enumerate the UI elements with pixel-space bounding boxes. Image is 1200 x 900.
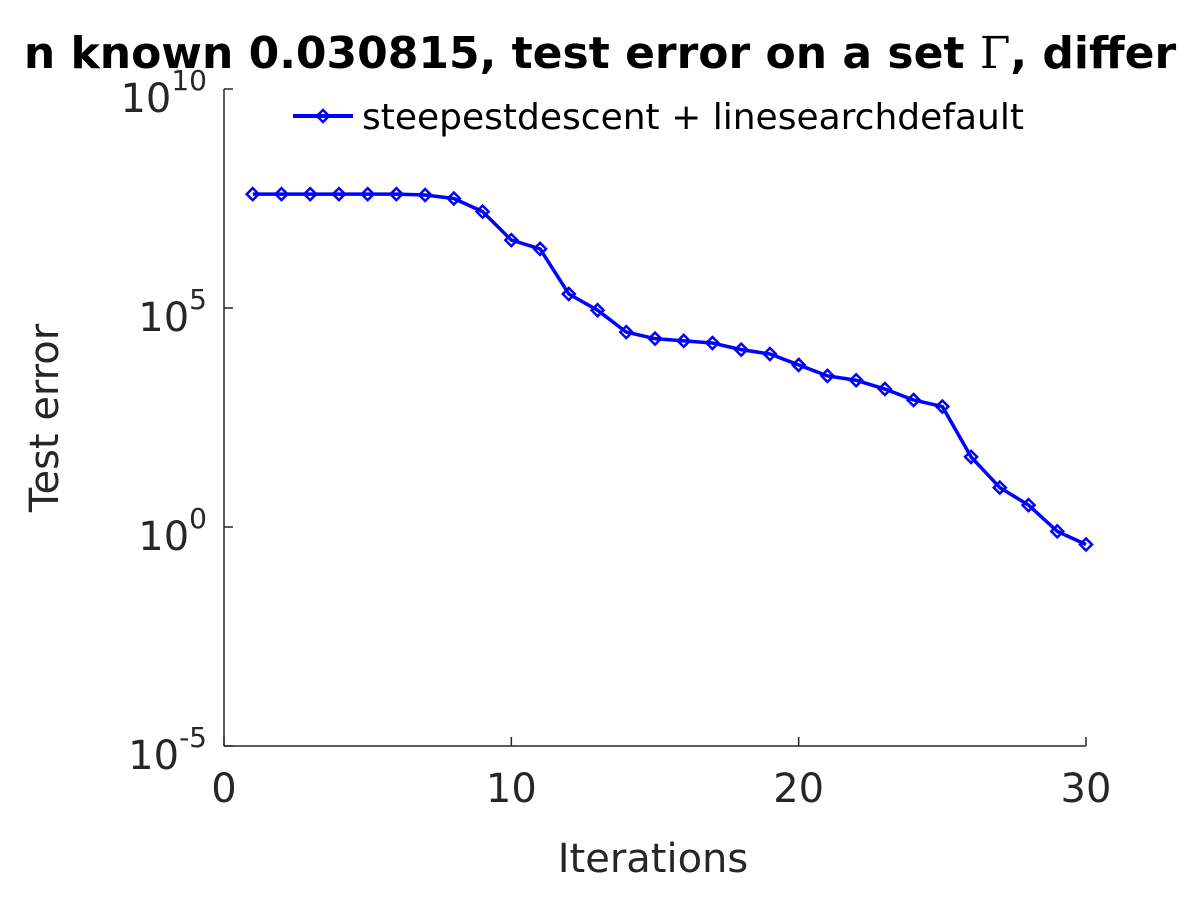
data-point	[819, 368, 836, 384]
data-point	[446, 190, 462, 207]
data-point	[790, 357, 807, 373]
data-point	[503, 232, 520, 248]
chart-title-symbol: Γ	[980, 28, 1011, 79]
data-point	[992, 479, 1008, 496]
x-tick-label: 20	[773, 766, 824, 812]
y-axis-title: Test error	[22, 323, 68, 513]
plot-area: 0 10 20 30 1010 105 100 10-5	[120, 64, 1111, 812]
y-tick-label: 1010	[120, 64, 207, 122]
data-point	[359, 186, 376, 202]
data-point	[589, 302, 606, 318]
legend: steepestdescent + linesearchdefault	[293, 97, 1024, 138]
data-point	[417, 187, 433, 203]
data-point	[934, 398, 951, 415]
x-axis-title: Iterations	[558, 836, 749, 882]
data-point	[302, 186, 318, 202]
data-point	[331, 186, 347, 202]
data-point	[474, 203, 491, 220]
chart-title-prefix: n known 0.030815, test error on a set	[24, 28, 980, 79]
data-point	[532, 241, 548, 257]
x-ticks: 0 10 20 30	[211, 737, 1111, 812]
y-tick-label: 105	[138, 283, 207, 341]
series-line-0	[252, 192, 1087, 547]
series-layer	[244, 186, 1094, 553]
data-point	[647, 330, 663, 347]
legend-label: steepestdescent + linesearchdefault	[362, 97, 1024, 138]
data-point	[273, 186, 290, 202]
y-ticks: 1010 105 100 10-5	[120, 64, 233, 779]
data-point	[244, 186, 261, 202]
data-point	[963, 449, 979, 465]
x-tick-label: 10	[486, 766, 537, 812]
data-point	[762, 346, 778, 362]
data-point	[848, 372, 864, 389]
data-point	[1078, 536, 1094, 553]
data-point	[1049, 523, 1066, 540]
data-point	[1020, 497, 1037, 513]
data-point	[704, 335, 721, 351]
data-point	[733, 341, 749, 358]
chart-title: n known 0.030815, test error on a set Γ,…	[24, 28, 1177, 79]
legend-marker	[315, 108, 331, 124]
chart-title-suffix: , differ	[1010, 28, 1176, 79]
x-tick-label: 30	[1061, 766, 1112, 812]
data-point	[388, 186, 405, 202]
y-tick-label: 100	[138, 502, 207, 560]
x-tick-label: 0	[211, 766, 236, 812]
data-point	[675, 333, 692, 349]
y-tick-label: 10-5	[128, 721, 207, 779]
data-point	[877, 381, 893, 397]
data-point	[905, 392, 922, 408]
data-point	[618, 324, 635, 340]
data-point	[561, 286, 577, 302]
